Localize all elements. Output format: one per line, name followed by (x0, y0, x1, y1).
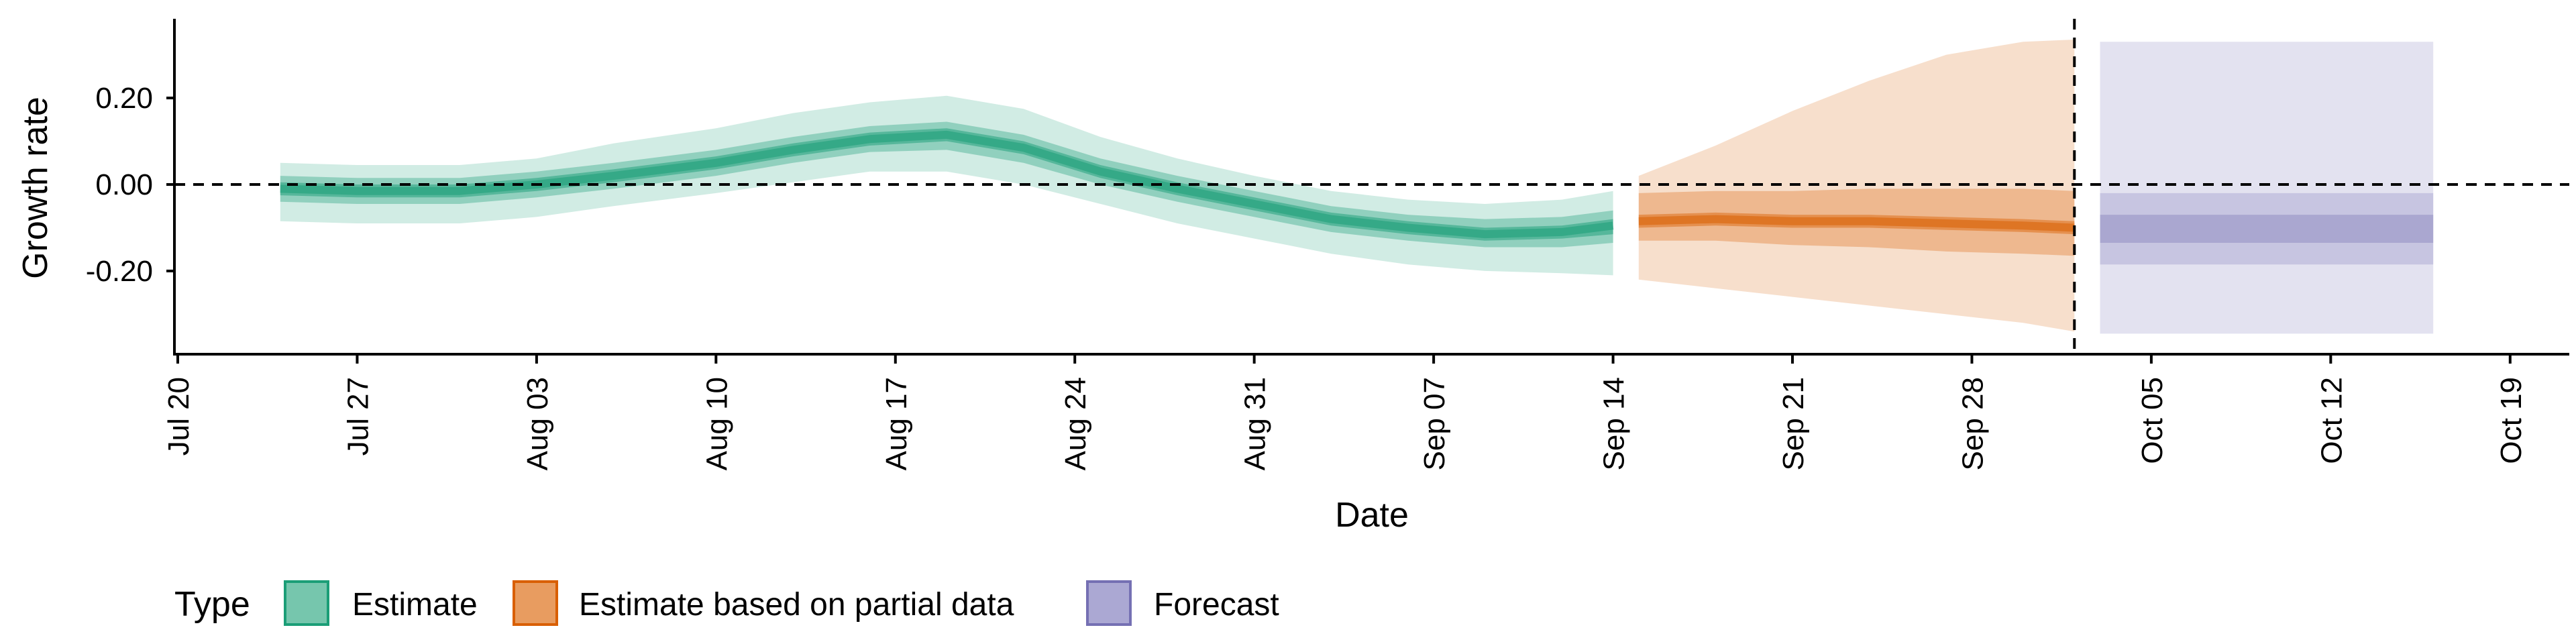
x-tick-label: Sep 28 (1957, 377, 1990, 470)
x-tick-label: Aug 17 (880, 377, 913, 470)
legend-label-partial: Estimate based on partial data (579, 587, 1014, 623)
legend-item-partial: Estimate based on partial data (513, 580, 1014, 626)
x-tick-label: Aug 10 (700, 377, 733, 470)
band-20-forecast (2100, 215, 2434, 243)
x-tick-label: Oct 19 (2495, 377, 2528, 464)
legend-key-partial (513, 580, 558, 626)
x-tick-label: Aug 24 (1059, 377, 1092, 470)
x-tick-label: Jul 27 (341, 377, 374, 455)
plot-area (174, 19, 2569, 354)
x-tick-label: Sep 14 (1598, 377, 1631, 470)
legend-label-estimate: Estimate (352, 587, 478, 623)
axes (173, 19, 2569, 356)
legend-label-forecast: Forecast (1154, 587, 1279, 623)
legend-item-forecast: Forecast (1086, 580, 1279, 626)
median-line-estimate-based-on-partial-data (1638, 215, 2075, 232)
x-tick-label: Aug 03 (521, 377, 554, 470)
median-line-estimate (280, 130, 1614, 239)
x-tick-label: Aug 31 (1239, 377, 1272, 470)
y-tick-label: 0.00 (95, 168, 153, 201)
x-tick-label: Oct 05 (2136, 377, 2169, 464)
band-90-estimate (280, 95, 1613, 276)
legend-key-forecast (1086, 580, 1132, 626)
legend-item-estimate: Estimate (284, 580, 478, 626)
tick-labels: 0.20 0.00 -0.20 Jul 20 Jul 27 Aug 03 Aug 10 Aug… (86, 82, 2528, 470)
band-50-forecast (2100, 193, 2434, 265)
band-50-estimate (280, 121, 1613, 248)
legend-title: Type (174, 585, 250, 624)
y-tick-label: 0.20 (95, 82, 153, 115)
x-tick-label: Sep 07 (1418, 377, 1451, 470)
x-tick-label: Jul 20 (162, 377, 195, 455)
y-axis-title: Growth rate (16, 97, 55, 279)
x-tick-label: Oct 12 (2315, 377, 2348, 464)
x-tick-label: Sep 21 (1777, 377, 1810, 470)
legend: Type Estimate Estimate based on partial … (174, 580, 1279, 626)
x-axis-title: Date (1335, 496, 1409, 535)
y-tick-label: -0.20 (86, 255, 153, 288)
legend-key-estimate (284, 580, 329, 626)
band-90-forecast (2100, 42, 2434, 334)
